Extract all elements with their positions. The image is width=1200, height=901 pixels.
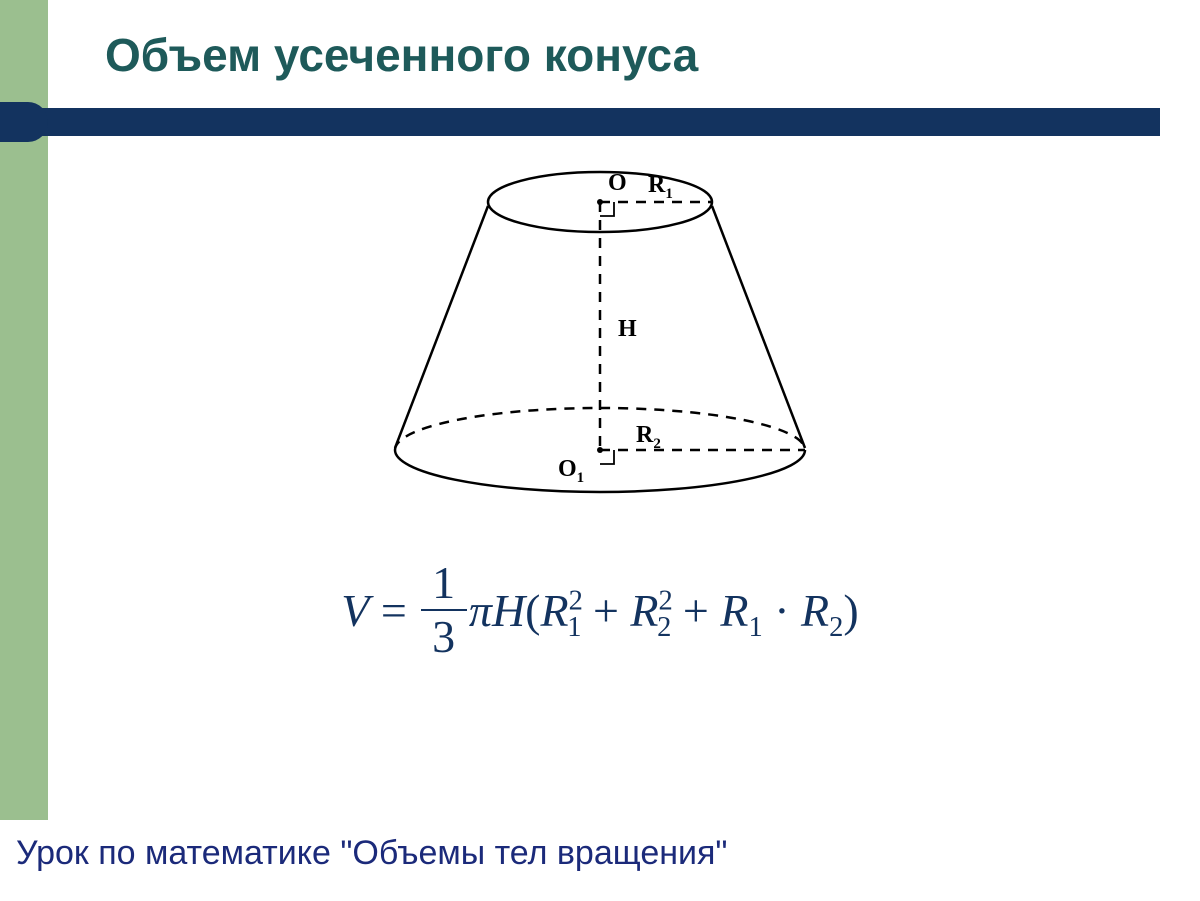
formula-R1: R1: [720, 585, 762, 636]
formula-den: 3: [421, 609, 467, 660]
volume-formula: V = 13πH(R21 + R22 + R1 · R2): [0, 560, 1200, 660]
formula-H: H: [492, 585, 525, 636]
title-underline-bar: [0, 108, 1160, 136]
formula-close: ): [843, 585, 858, 636]
formula-open: (: [525, 585, 540, 636]
frustum-diagram: O R1 H R2 O1: [300, 150, 900, 510]
formula-eq: =: [369, 585, 418, 636]
formula-R1sq: R21: [541, 585, 582, 636]
formula-plus1: +: [581, 585, 630, 636]
formula-R2: R2: [801, 585, 843, 636]
title-underline-cap: [0, 102, 48, 142]
formula-R2sq: R22: [630, 585, 671, 636]
svg-text:H: H: [618, 316, 637, 342]
slide: Объем усеченного конуса O R1 H R2 O1 V = 13π…: [0, 0, 1200, 901]
slide-title: Объем усеченного конуса: [105, 28, 698, 82]
formula-pi: π: [469, 585, 492, 636]
svg-text:R1: R1: [648, 172, 673, 202]
formula-num: 1: [421, 560, 467, 609]
formula-plus2: +: [671, 585, 720, 636]
page-caption: Урок по математике "Объемы тел вращения": [16, 834, 728, 873]
svg-text:O: O: [608, 170, 627, 196]
svg-text:O1: O1: [558, 456, 584, 486]
formula-V: V: [341, 585, 369, 636]
svg-text:R2: R2: [636, 422, 661, 452]
formula-dot: ·: [763, 585, 801, 636]
formula-frac: 13: [421, 560, 467, 660]
